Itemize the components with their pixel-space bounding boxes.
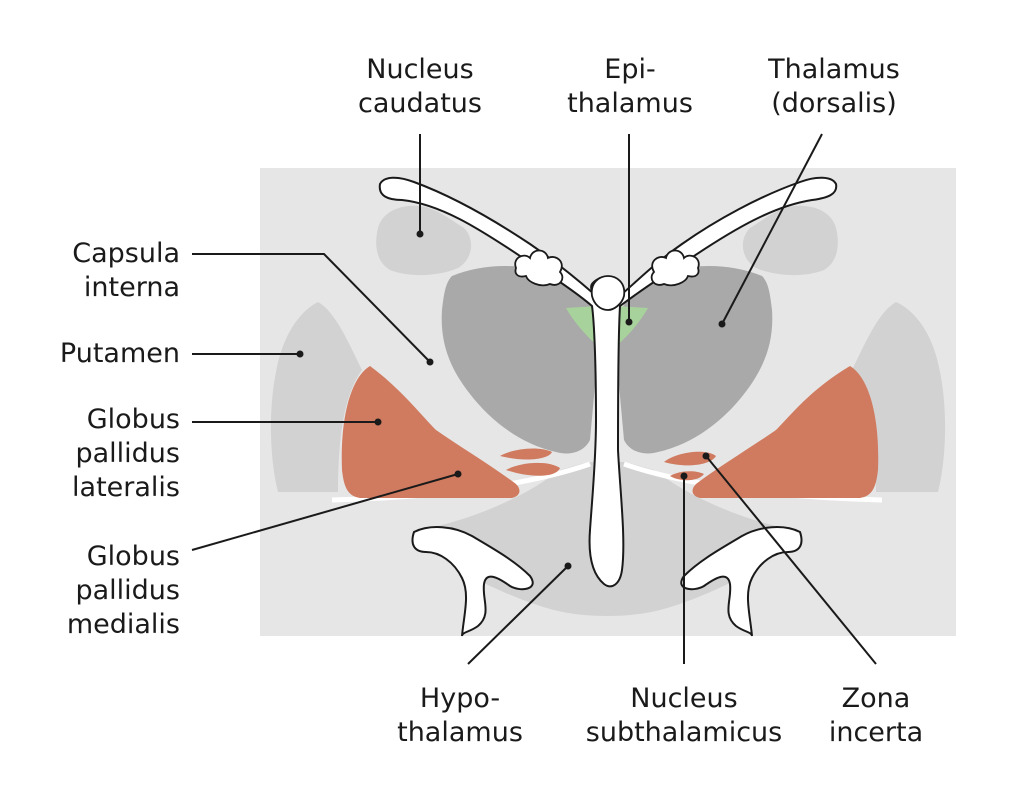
dot-nucleus-caudatus — [416, 230, 424, 238]
leader-zona-incerta — [705, 455, 877, 665]
dot-putamen — [296, 350, 304, 358]
crus-right — [680, 526, 803, 637]
dot-globus-pallidus-medialis — [454, 470, 462, 478]
dot-epithalamus — [625, 318, 633, 326]
dot-capsula-interna — [426, 358, 434, 366]
nucleus-caudatus-left — [376, 205, 472, 276]
globus-pallidus-left — [341, 366, 520, 498]
leader-globus-pallidus-medialis — [191, 473, 459, 551]
thalamus-left — [441, 265, 599, 454]
choroid-plexus-right — [650, 249, 700, 287]
leader-capsula-interna — [192, 253, 431, 363]
dot-thalamus — [718, 320, 726, 328]
thalamus-right — [615, 265, 773, 454]
label-nucleus-caudatus: Nucleus caudatus — [358, 54, 482, 119]
pineal-region — [590, 275, 626, 311]
label-zona-incerta: Zona incerta — [828, 683, 924, 748]
crus-left — [411, 526, 534, 637]
leader-dots — [296, 230, 726, 570]
leader-lines — [191, 133, 877, 665]
leader-thalamus — [721, 133, 823, 325]
zona-incerta-left — [500, 448, 552, 460]
choroid-plexus-left — [514, 249, 564, 287]
label-thalamus-dorsalis: Thalamus (dorsalis) — [768, 54, 900, 119]
label-capsula-interna: Capsula interna — [72, 238, 180, 303]
putamen-left — [270, 302, 362, 492]
globus-pallidus-right — [692, 366, 879, 498]
epithalamus-right — [616, 306, 648, 346]
label-hypothalamus: Hypo- thalamus — [397, 683, 523, 748]
dot-hypothalamus — [564, 562, 572, 570]
label-globus-pallidus-lateralis: Globus pallidus lateralis — [72, 404, 180, 503]
label-epithalamus: Epi- thalamus — [567, 54, 693, 119]
nucleus-caudatus-right — [742, 205, 838, 276]
dot-nucleus-subthalamicus — [680, 472, 688, 480]
label-putamen: Putamen — [59, 338, 180, 369]
leader-hypothalamus — [467, 565, 569, 665]
dot-zona-incerta — [702, 452, 710, 460]
label-globus-pallidus-medialis: Globus pallidus medialis — [66, 541, 180, 640]
dot-globus-pallidus-lateralis — [374, 418, 382, 426]
epithalamus-left — [566, 306, 598, 346]
nucleus-subthalamicus-left — [506, 462, 560, 476]
label-nucleus-subthalamicus: Nucleus subthalamicus — [585, 683, 783, 748]
